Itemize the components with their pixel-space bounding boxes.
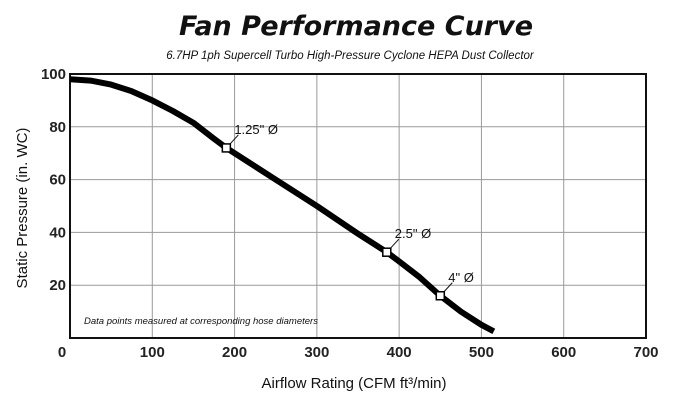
x-tick-label: 0 (58, 344, 66, 361)
data-point-marker (382, 247, 392, 257)
y-axis-label: Static Pressure (in. WC) (14, 128, 31, 289)
chart-subtitle: 6.7HP 1ph Supercell Turbo High-Pressure … (166, 50, 535, 62)
y-tick-label: 60 (49, 172, 66, 189)
grid-lines (70, 74, 646, 338)
x-tick-label: 300 (304, 344, 329, 361)
marker-label: 4" Ø (448, 270, 474, 285)
x-axis-label: Airflow Rating (CFM ft³/min) (261, 375, 446, 392)
data-points-note: Data points measured at corresponding ho… (84, 316, 318, 327)
series-layer (69, 76, 496, 335)
y-tick-label: 100 (41, 66, 66, 83)
x-tick-label: 200 (222, 344, 247, 361)
data-point-marker (435, 291, 446, 301)
performance-curve (69, 76, 496, 335)
plot-frame (69, 73, 647, 339)
x-tick-label: 400 (387, 344, 412, 361)
marker-label: 1.25" Ø (234, 122, 278, 137)
y-axis-ticks: 20 40 60 80 100 (41, 66, 66, 294)
chart-title: Fan Performance Curve (179, 11, 533, 42)
marker-layer: 1.25" Ø 2.5" Ø 4" Ø (221, 122, 474, 301)
y-tick-label: 80 (49, 119, 66, 136)
marker-label: 2.5" Ø (395, 226, 431, 241)
y-tick-label: 40 (49, 224, 66, 241)
y-tick-label: 20 (49, 277, 66, 294)
data-point-marker (221, 143, 232, 153)
x-tick-label: 100 (140, 344, 165, 361)
x-axis-ticks: 0 100 200 300 400 500 600 700 (58, 344, 659, 361)
x-tick-label: 500 (469, 344, 494, 361)
x-tick-label: 700 (633, 344, 658, 361)
x-tick-label: 600 (551, 344, 576, 361)
